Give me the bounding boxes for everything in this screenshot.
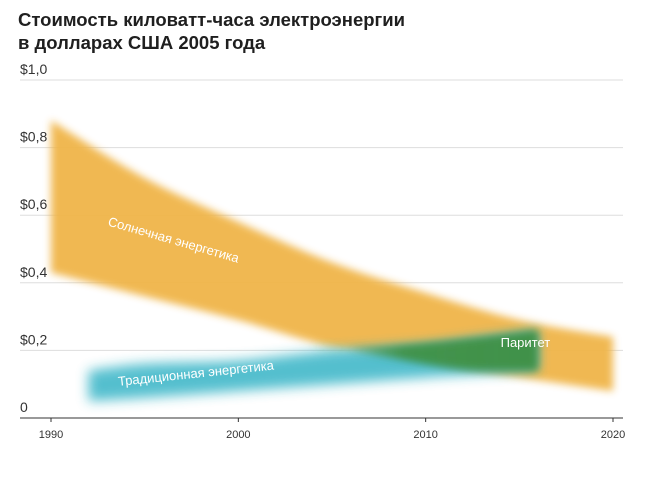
x-tick-label: 1990	[39, 429, 63, 441]
x-tick-label: 2020	[601, 429, 625, 441]
solar-energy-band	[51, 120, 613, 391]
x-tick-label: 2000	[226, 429, 250, 441]
y-tick-label: $0,2	[20, 331, 47, 347]
chart-title: Стоимость киловатт-часа электроэнергии в…	[18, 8, 405, 54]
y-tick-label: $0,8	[20, 129, 47, 145]
y-tick-label: $0,6	[20, 196, 47, 212]
y-tick-label: $0,4	[20, 264, 47, 280]
bands	[51, 120, 613, 402]
x-tick-label: 2010	[413, 429, 437, 441]
chart-title-line-1: Стоимость киловатт-часа электроэнергии	[18, 9, 405, 30]
y-tick-label: 0	[20, 399, 28, 415]
parity-region	[313, 330, 539, 371]
axis-ticks: 0 $0,2 $0,4 $0,6 $0,8 $1,0 1990 2000 2010 2020	[20, 61, 625, 441]
parity-annotation: Паритет	[501, 335, 551, 350]
y-tick-label: $1,0	[20, 61, 47, 77]
chart-title-line-2: в долларах США 2005 года	[18, 32, 266, 53]
